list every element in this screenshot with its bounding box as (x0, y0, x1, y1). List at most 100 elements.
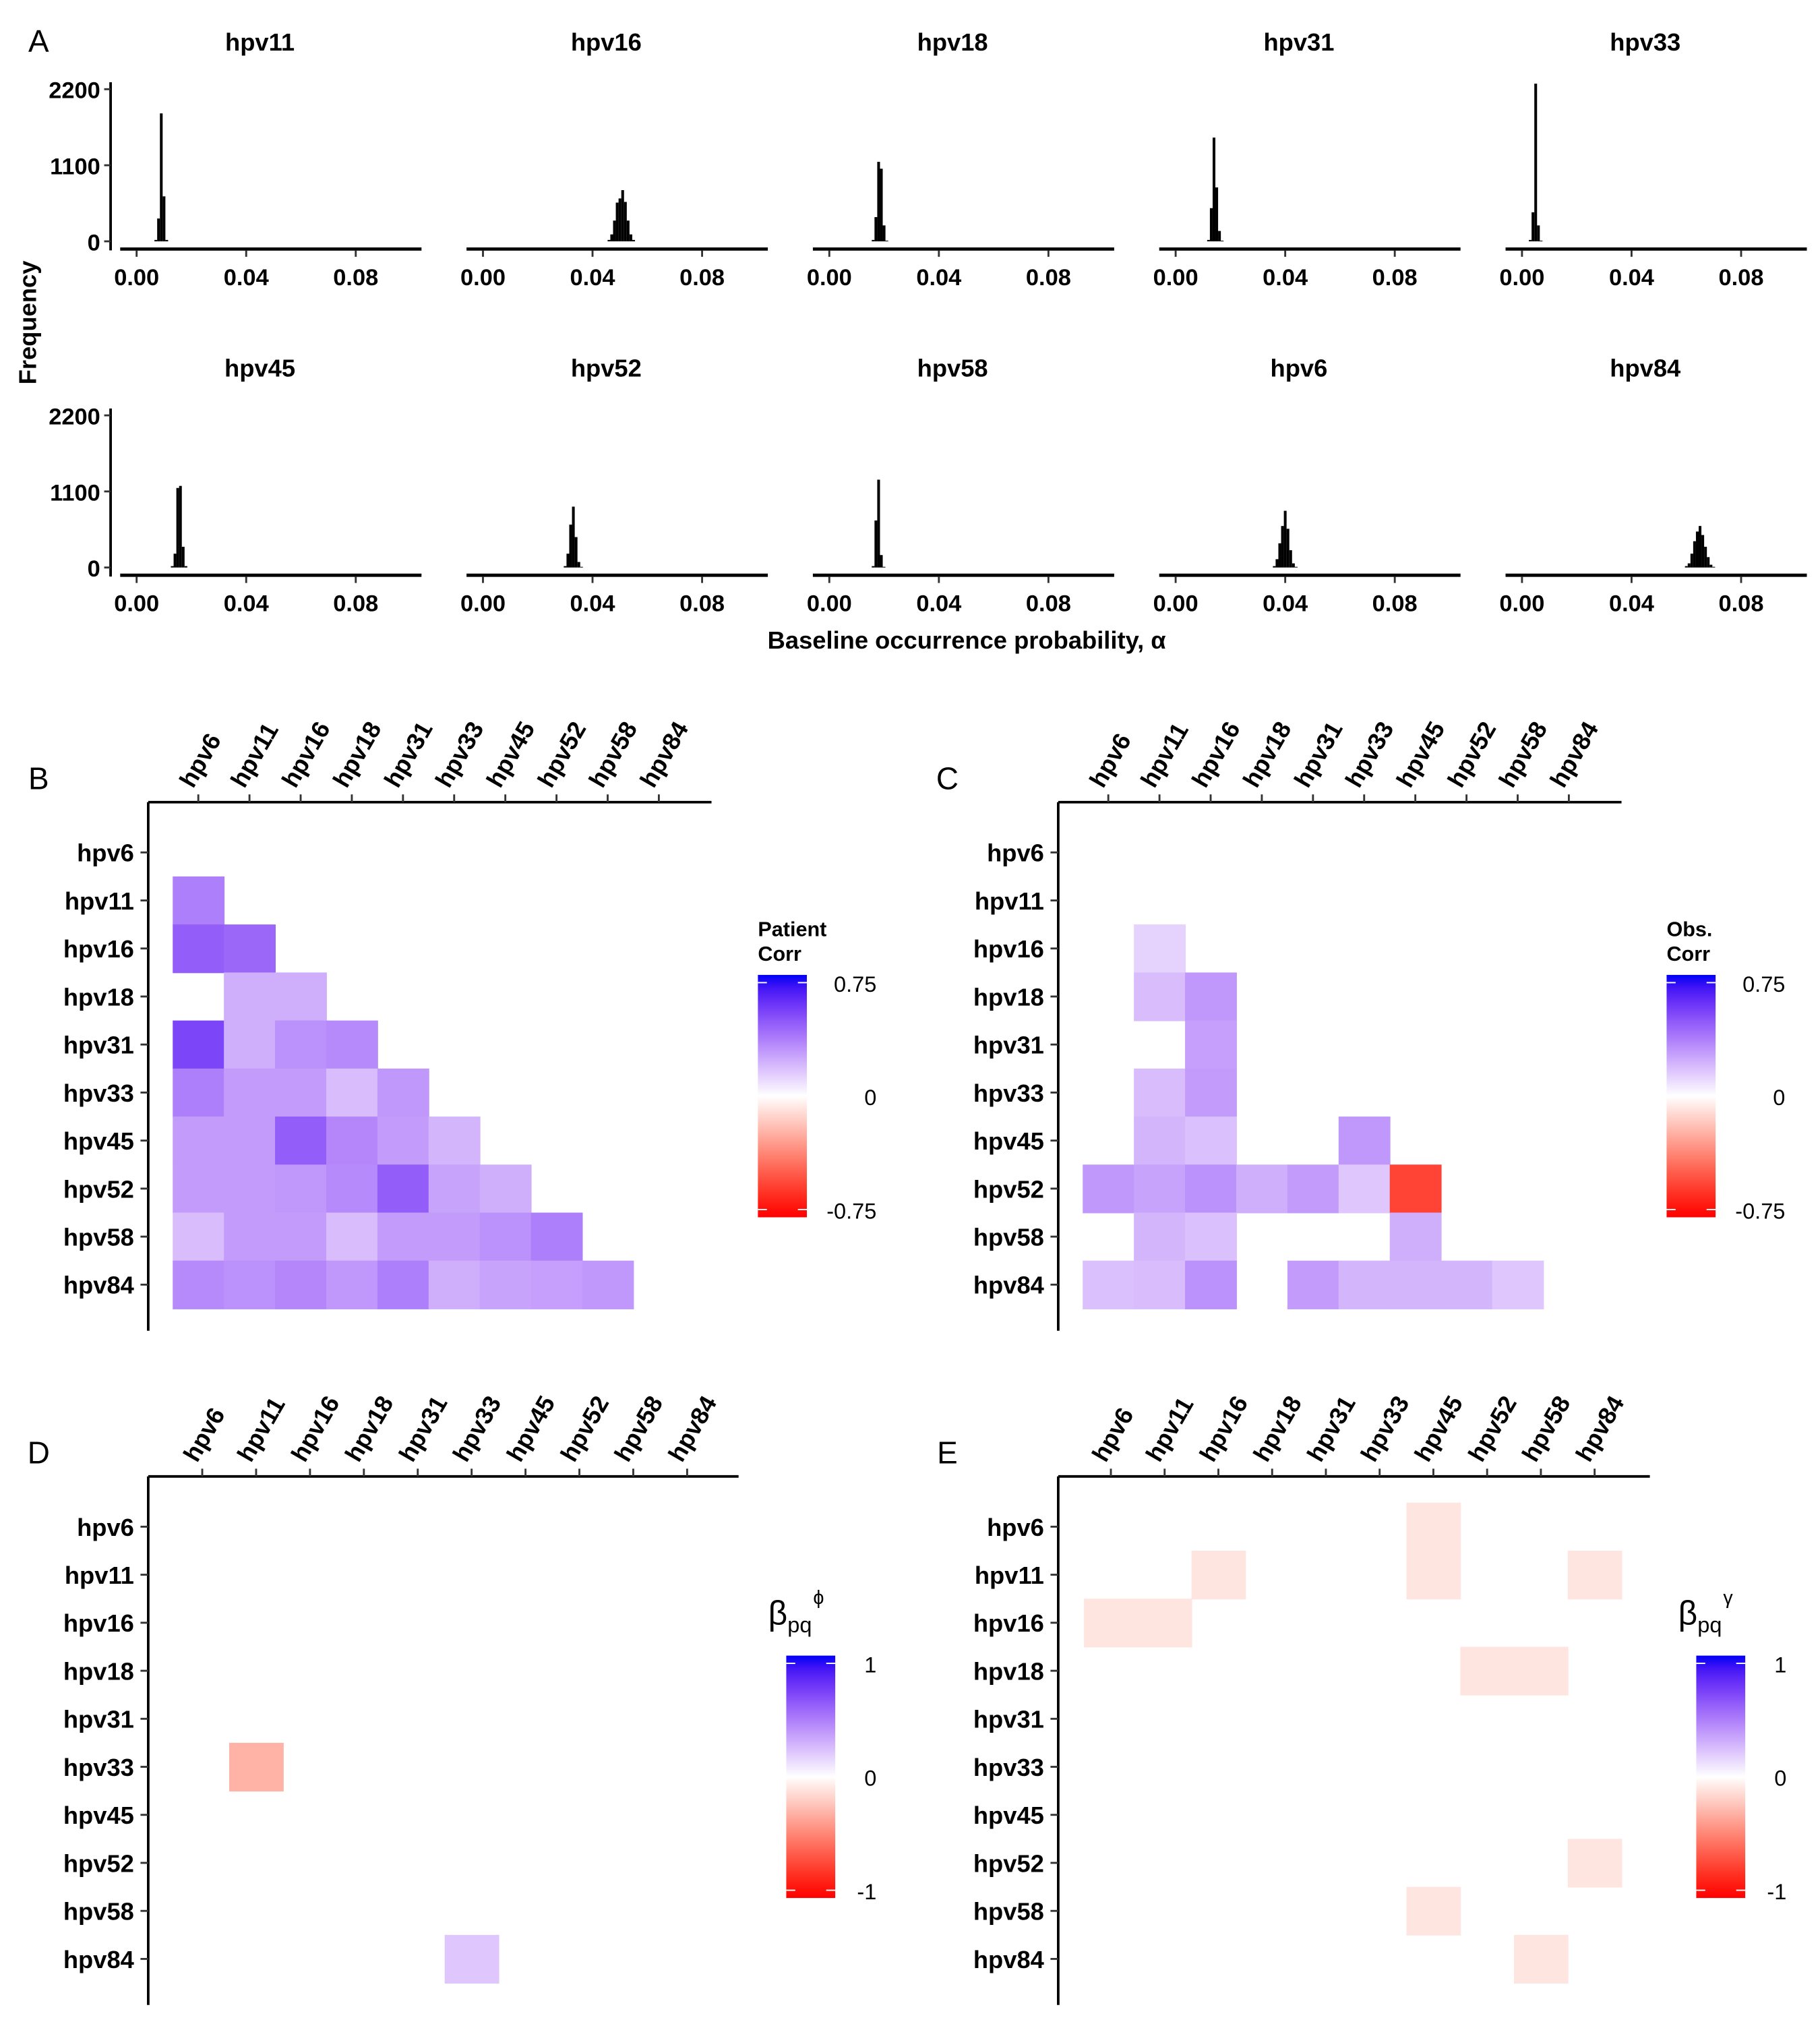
heatmap-cell (377, 1212, 429, 1261)
column-label: hpv6 (174, 729, 226, 792)
column-label: hpv45 (1391, 717, 1450, 792)
facet-title: hpv33 (1610, 28, 1680, 56)
column-label: hpv84 (663, 1391, 722, 1466)
row-label: hpv58 (973, 1224, 1044, 1251)
facet-title: hpv84 (1610, 355, 1681, 382)
histogram-facet-hpv58: hpv58 0.00 0.04 0.08 (807, 355, 1114, 617)
heatmap-cell (377, 1117, 429, 1166)
row-label: hpv33 (63, 1079, 134, 1107)
y-tick-label: 0 (88, 556, 100, 582)
x-tick-label: 0.00 (114, 265, 159, 291)
column-label: hpv18 (328, 717, 387, 792)
colorbar-label: -1 (857, 1880, 876, 1904)
column-label: hpv16 (276, 717, 336, 792)
histogram-bar (179, 485, 182, 568)
row-label: hpv45 (973, 1802, 1044, 1829)
x-tick-label: 0.08 (333, 265, 378, 291)
legend-title: Corr (1666, 943, 1710, 965)
histogram-bar (621, 190, 624, 241)
histogram-bar (1707, 557, 1710, 568)
legend-title-symbol: β (1678, 1595, 1698, 1632)
heatmap-cell (275, 1260, 327, 1309)
row-label: hpv18 (63, 1657, 134, 1685)
histogram-bar (1289, 550, 1292, 568)
histogram-bar (1278, 543, 1281, 568)
histogram-bar (577, 562, 580, 568)
histogram-bar (181, 546, 185, 568)
x-tick-label: 0.08 (333, 591, 378, 617)
histogram-bar (1687, 563, 1691, 568)
row-label: hpv84 (973, 1272, 1045, 1299)
column-label: hpv31 (394, 1391, 453, 1466)
histogram-bar (580, 566, 583, 568)
heatmap-cell (1134, 1260, 1186, 1309)
legend-title-sub: pq (787, 1613, 812, 1637)
row-label: hpv18 (973, 1657, 1044, 1685)
histogram-bar (877, 161, 880, 241)
column-label: hpv11 (1141, 1392, 1199, 1466)
heatmap-cell (1191, 1550, 1246, 1600)
heatmap-cell (377, 1068, 429, 1118)
histogram-facet-hpv84: hpv84 0.00 0.04 0.08 (1499, 355, 1807, 617)
y-tick-label: 2200 (49, 78, 100, 104)
column-label: hpv33 (1355, 1391, 1414, 1466)
panel-letter-d: D (28, 1435, 50, 1470)
legend-title: βpqϕ (768, 1587, 824, 1637)
histogram-bar (1215, 187, 1219, 241)
column-label: hpv58 (1517, 1391, 1576, 1466)
heatmap-cell (1134, 1212, 1186, 1261)
histogram-bar (173, 554, 177, 568)
legend-title: Corr (758, 943, 801, 965)
row-label: hpv18 (63, 983, 134, 1011)
heatmap-cell (1185, 1212, 1237, 1261)
column-label: hpv58 (609, 1391, 668, 1466)
row-label: hpv45 (973, 1127, 1044, 1155)
histogram-facet-hpv16: hpv16 0.00 0.04 0.08 (460, 28, 768, 291)
colorbar-label: -1 (1767, 1880, 1786, 1904)
heatmap-cell (1185, 1164, 1237, 1214)
row-label: hpv84 (63, 1272, 135, 1299)
x-tick-label: 0.08 (1026, 265, 1071, 291)
heatmap-cell (224, 924, 276, 974)
heatmap-cell (1338, 1117, 1391, 1166)
column-label: hpv6 (1084, 729, 1136, 792)
legend-title-sup: γ (1723, 1587, 1733, 1609)
heatmap-cell (326, 1068, 378, 1118)
column-label: hpv6 (1087, 1403, 1139, 1466)
legend-title-sub: pq (1697, 1613, 1722, 1637)
legend-title-sup: ϕ (813, 1587, 824, 1609)
histogram-bar (154, 239, 158, 241)
x-tick-label: 0.04 (1263, 265, 1308, 291)
histogram-bar (1690, 554, 1693, 568)
color-legend: 1 0 -1 βpqγ (1678, 1587, 1787, 1904)
row-label: hpv6 (987, 1514, 1044, 1541)
heatmap-cell (326, 1212, 378, 1261)
heatmap-cell (173, 876, 225, 926)
x-tick-label: 0.04 (1263, 591, 1308, 617)
column-label: hpv58 (1493, 717, 1552, 792)
heatmap-cell (173, 1117, 225, 1166)
heatmap-cell (275, 972, 327, 1021)
heatmap-cell (224, 1212, 276, 1261)
legend-title: Patient (758, 918, 826, 941)
histogram-bar (1685, 566, 1688, 568)
x-tick-label: 0.08 (1718, 591, 1763, 617)
x-axis-label: Baseline occurrence probability, α (768, 626, 1166, 654)
heatmap-cell (530, 1260, 583, 1309)
colorbar-label: 0 (864, 1086, 876, 1110)
x-tick-label: 0.00 (460, 591, 506, 617)
colorbar-label: -0.75 (826, 1199, 876, 1223)
histogram-bar (1275, 559, 1279, 568)
row-label: hpv11 (65, 1562, 134, 1589)
histogram-bar (1273, 566, 1276, 568)
heatmap-cell (428, 1164, 481, 1214)
facet-title: hpv6 (1271, 355, 1328, 382)
heatmap-cell (1134, 1068, 1186, 1118)
x-tick-label: 0.08 (1372, 591, 1418, 617)
histogram-bar (1218, 231, 1221, 241)
histogram-bar (882, 566, 886, 568)
colorbar-label: -0.75 (1735, 1199, 1785, 1223)
heatmap-cell (428, 1117, 481, 1166)
y-tick-label: 1100 (50, 154, 100, 179)
